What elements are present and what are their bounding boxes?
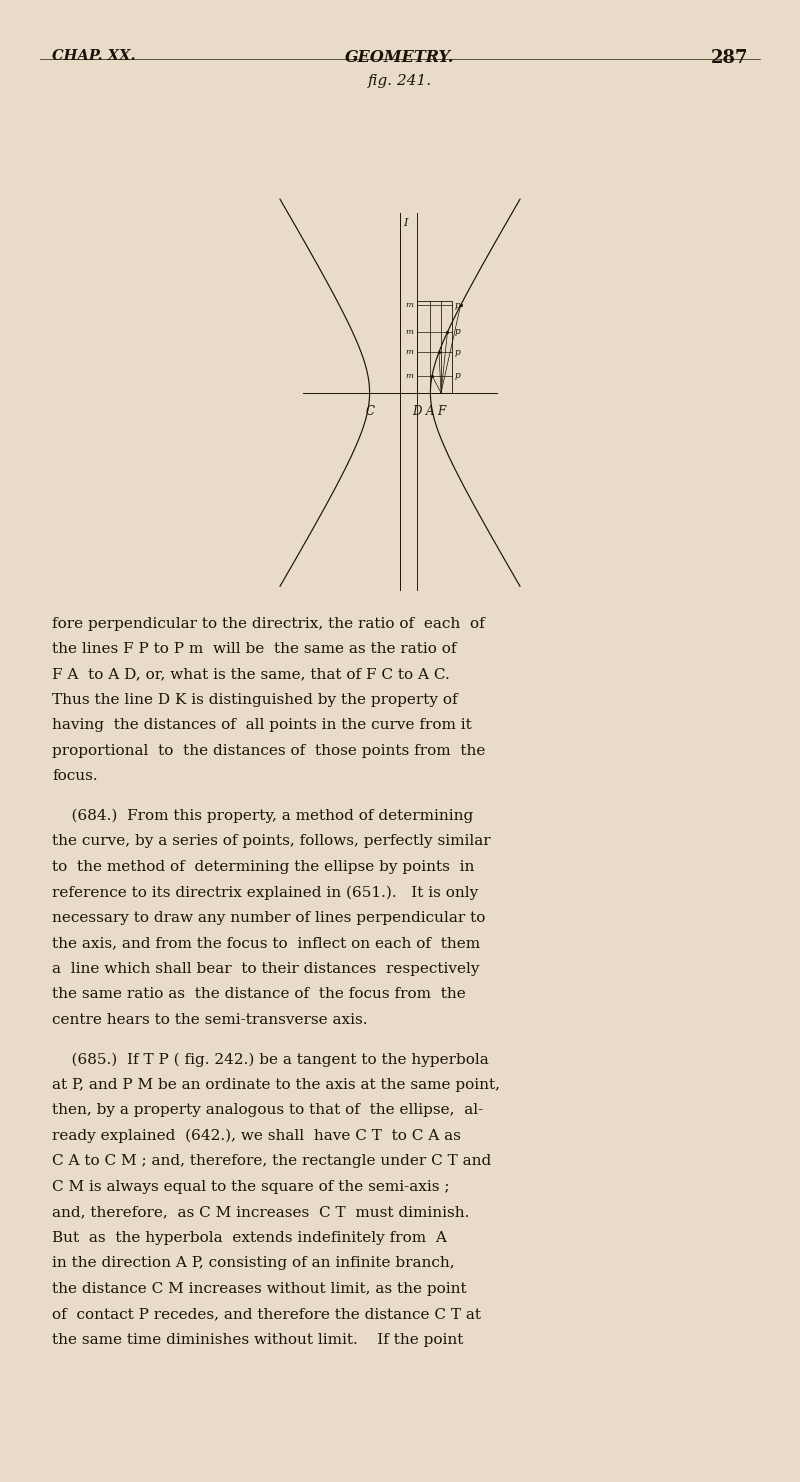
Text: the same ratio as  the distance of  the focus from  the: the same ratio as the distance of the fo… [52, 987, 466, 1002]
Text: the curve, by a series of points, follows, perfectly similar: the curve, by a series of points, follow… [52, 834, 490, 849]
Text: the distance C M increases without limit, as the point: the distance C M increases without limit… [52, 1282, 466, 1295]
Text: focus.: focus. [52, 769, 98, 784]
Text: C: C [365, 405, 374, 418]
Text: (685.)  If T P ( fig. 242.) be a tangent to the hyperbola: (685.) If T P ( fig. 242.) be a tangent … [52, 1052, 489, 1067]
Text: p: p [454, 372, 461, 381]
Text: m: m [405, 301, 413, 310]
Text: the lines F P to P m  will be  the same as the ratio of: the lines F P to P m will be the same as… [52, 642, 457, 657]
Text: Thus the line D K is distinguished by the property of: Thus the line D K is distinguished by th… [52, 694, 458, 707]
Text: m: m [405, 348, 413, 356]
Text: A: A [426, 405, 434, 418]
Text: 287: 287 [710, 49, 748, 67]
Text: proportional  to  the distances of  those points from  the: proportional to the distances of those p… [52, 744, 486, 757]
Text: the same time diminishes without limit.    If the point: the same time diminishes without limit. … [52, 1332, 463, 1347]
Text: p: p [454, 328, 461, 336]
Text: centre hears to the semi-transverse axis.: centre hears to the semi-transverse axis… [52, 1012, 367, 1027]
Text: of  contact P recedes, and therefore the distance C T at: of contact P recedes, and therefore the … [52, 1307, 481, 1322]
Text: fig. 241.: fig. 241. [368, 74, 432, 87]
Text: fore perpendicular to the directrix, the ratio of  each  of: fore perpendicular to the directrix, the… [52, 617, 485, 630]
Text: ready explained  (642.), we shall  have C T  to C A as: ready explained (642.), we shall have C … [52, 1129, 461, 1143]
Text: at P, and P M be an ordinate to the axis at the same point,: at P, and P M be an ordinate to the axis… [52, 1077, 500, 1092]
Text: C M is always equal to the square of the semi-axis ;: C M is always equal to the square of the… [52, 1180, 450, 1194]
Text: C A to C M ; and, therefore, the rectangle under C T and: C A to C M ; and, therefore, the rectang… [52, 1154, 491, 1168]
Text: D: D [412, 405, 422, 418]
Text: p: p [454, 348, 461, 357]
Text: m: m [405, 328, 413, 336]
Text: GEOMETRY.: GEOMETRY. [346, 49, 454, 65]
Text: CHAP. XX.: CHAP. XX. [52, 49, 136, 62]
Text: (684.)  From this property, a method of determining: (684.) From this property, a method of d… [52, 809, 474, 824]
Text: I: I [404, 218, 408, 228]
Text: in the direction A P, consisting of an infinite branch,: in the direction A P, consisting of an i… [52, 1257, 454, 1270]
Text: the axis, and from the focus to  inflect on each of  them: the axis, and from the focus to inflect … [52, 937, 480, 950]
Text: a  line which shall bear  to their distances  respectively: a line which shall bear to their distanc… [52, 962, 479, 977]
Text: reference to its directrix explained in (651.).   It is only: reference to its directrix explained in … [52, 885, 478, 900]
Text: But  as  the hyperbola  extends indefinitely from  A: But as the hyperbola extends indefinitel… [52, 1232, 447, 1245]
Text: and, therefore,  as C M increases  C T  must diminish.: and, therefore, as C M increases C T mus… [52, 1205, 470, 1220]
Text: F: F [437, 405, 445, 418]
Text: to  the method of  determining the ellipse by points  in: to the method of determining the ellipse… [52, 860, 474, 874]
Text: then, by a property analogous to that of  the ellipse,  al-: then, by a property analogous to that of… [52, 1104, 483, 1117]
Text: m: m [405, 372, 413, 379]
Text: p: p [454, 301, 461, 310]
Text: having  the distances of  all points in the curve from it: having the distances of all points in th… [52, 719, 472, 732]
Text: necessary to draw any number of lines perpendicular to: necessary to draw any number of lines pe… [52, 911, 486, 925]
Text: F A  to A D, or, what is the same, that of F C to A C.: F A to A D, or, what is the same, that o… [52, 667, 450, 682]
